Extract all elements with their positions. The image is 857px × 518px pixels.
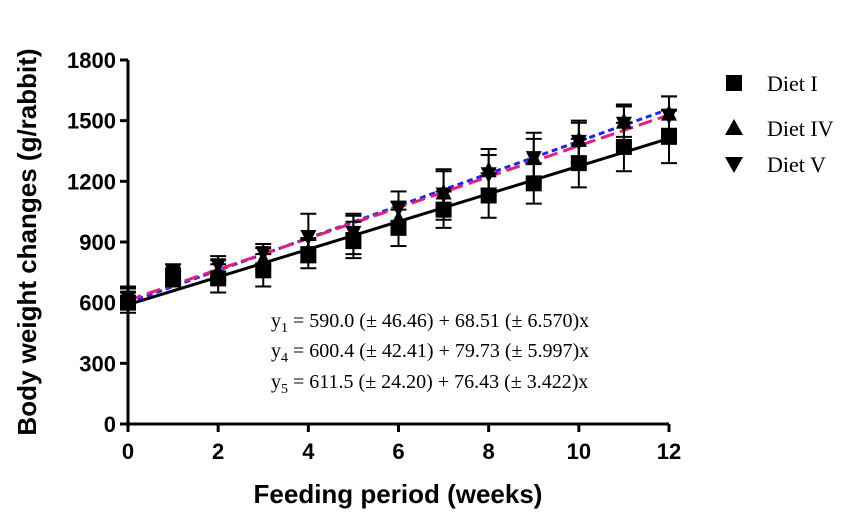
data-point-square — [615, 138, 632, 155]
data-point-triangle-down — [615, 116, 632, 133]
data-point-triangle-down — [210, 258, 227, 275]
x-tick-label: 0 — [122, 439, 134, 464]
data-point-triangle-down — [255, 246, 272, 263]
data-point-triangle-up — [300, 242, 317, 259]
data-point-square — [480, 187, 497, 204]
y-axis-title: Body weight changes (g/rabbit) — [12, 48, 42, 435]
data-point-square — [435, 201, 452, 218]
data-point-triangle-down — [435, 187, 452, 204]
data-point-triangle-down — [570, 134, 587, 151]
x-tick-label: 4 — [302, 439, 315, 464]
y-tick-label: 0 — [104, 412, 116, 437]
data-point-triangle-down — [480, 167, 497, 184]
data-point-triangle-down — [661, 108, 677, 125]
data-point-triangle-down — [300, 229, 317, 246]
y-tick-label: 1200 — [67, 169, 116, 194]
equations: y1 = 590.0 (± 46.46) + 68.51 (± 6.570)x … — [271, 310, 589, 397]
data-point-triangle-up — [390, 209, 407, 226]
x-tick-label: 10 — [567, 439, 591, 464]
x-tick-label: 8 — [483, 439, 495, 464]
equation-diet-iv: y4 = 600.4 (± 42.41) + 79.73 (± 5.997)x — [271, 340, 589, 366]
x-tick-label: 12 — [657, 439, 681, 464]
legend-marker-diet-i — [726, 75, 742, 91]
legend: Diet I Diet IV Diet V — [725, 71, 834, 177]
data-point-square — [525, 175, 542, 192]
equation-diet-i: y1 = 590.0 (± 46.46) + 68.51 (± 6.570)x — [271, 310, 589, 336]
data-point-triangle-down — [345, 225, 362, 242]
data-point-square — [570, 155, 587, 172]
y-tick-label: 1800 — [67, 48, 116, 73]
legend-label-diet-iv: Diet IV — [767, 116, 834, 141]
y-tick-label: 900 — [79, 230, 116, 255]
data-point-square — [255, 262, 272, 279]
legend-marker-diet-v — [725, 157, 743, 173]
equation-diet-v: y5 = 611.5 (± 24.20) + 76.43 (± 3.422)x — [271, 371, 588, 397]
data-point-triangle-down — [390, 201, 407, 218]
legend-label-diet-v: Diet V — [767, 152, 826, 177]
legend-label-diet-i: Diet I — [767, 71, 818, 96]
data-point-triangle-down — [525, 151, 542, 168]
y-tick-label: 600 — [79, 291, 116, 316]
y-tick-label: 300 — [79, 351, 116, 376]
data-point-square — [661, 128, 677, 145]
y-tick-label: 1500 — [67, 109, 116, 134]
data-point-triangle-down — [120, 290, 136, 307]
data-point-triangle-down — [165, 264, 182, 281]
x-axis-title: Feeding period (weeks) — [254, 479, 543, 509]
legend-marker-diet-iv — [725, 119, 743, 135]
x-tick-label: 2 — [212, 439, 224, 464]
x-tick-label: 6 — [392, 439, 404, 464]
